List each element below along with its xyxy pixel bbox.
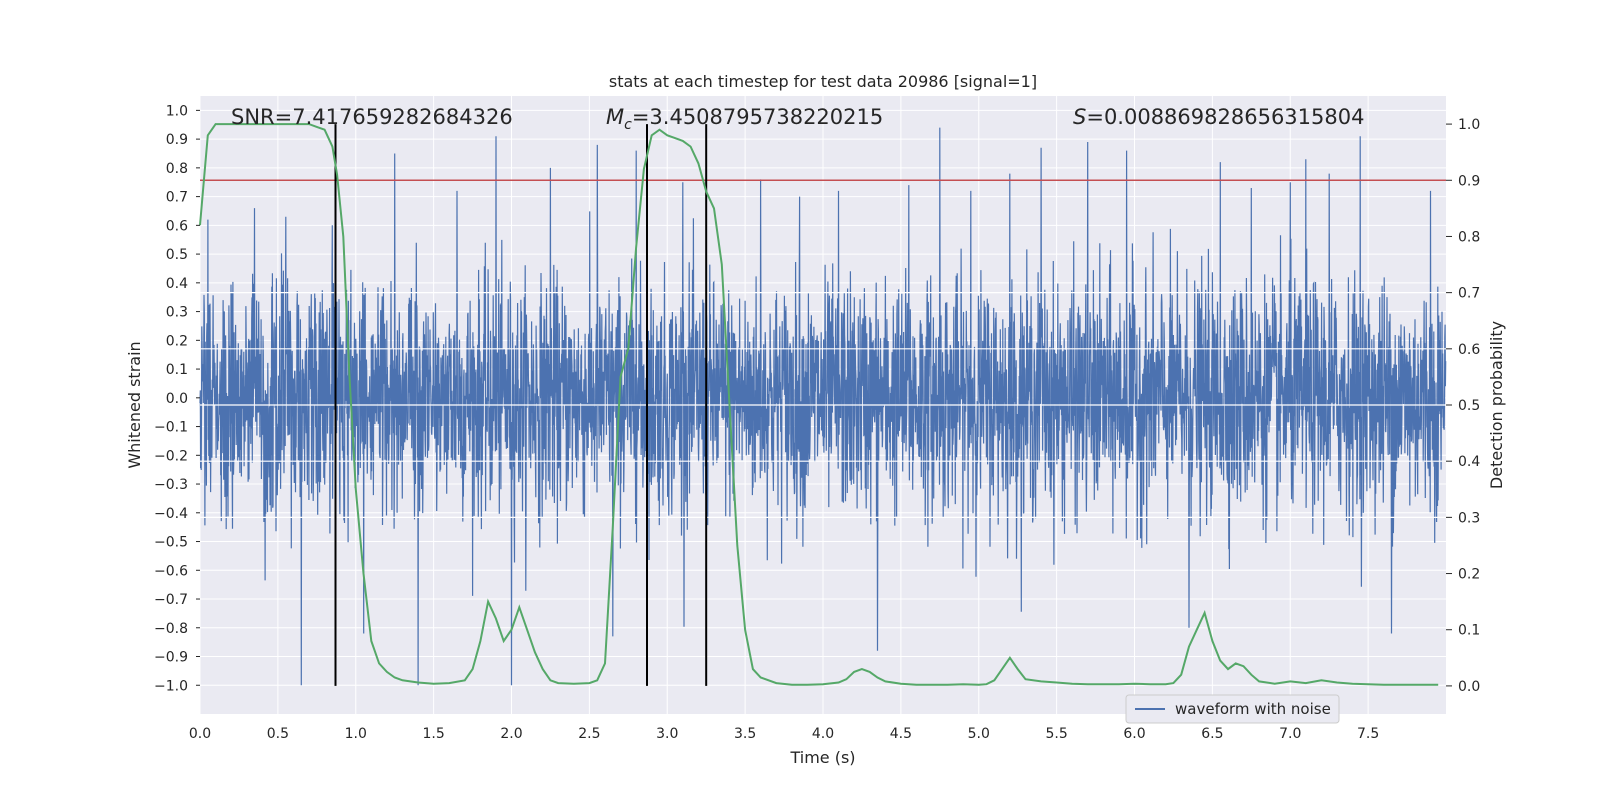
waveform-line	[199, 127, 1447, 686]
chirp-mass-value: =3.4508795738220215	[632, 105, 883, 129]
x-tick-label: 6.5	[1201, 726, 1223, 742]
legend-label: waveform with noise	[1175, 700, 1331, 718]
y-left-tick-label: 0.9	[166, 132, 188, 148]
y-right-tick-label: 0.9	[1458, 173, 1480, 189]
s-annotation: S=0.008869828656315804	[1073, 105, 1364, 129]
y-left-tick-label: 0.2	[166, 333, 188, 349]
y-left-tick-label: −0.4	[154, 506, 188, 522]
y-left-tick-label: −0.7	[154, 592, 188, 608]
y-right-tick-label: 0.4	[1458, 454, 1480, 470]
y-left-tick-label: −0.1	[154, 420, 188, 436]
y-right-tick-label: 0.0	[1458, 679, 1480, 695]
chirp-mass-symbol: M	[606, 105, 624, 129]
y-left-tick-label: −0.9	[154, 650, 188, 666]
y-right-tick-label: 0.8	[1458, 229, 1480, 245]
x-tick-label: 1.5	[422, 726, 444, 742]
y-left-tick-label: −0.2	[154, 448, 188, 464]
y-left-tick-label: 0.1	[166, 362, 188, 378]
x-tick-label: 4.5	[890, 726, 912, 742]
y-left-tick-label: 0.5	[166, 247, 188, 263]
y-right-tick-label: 0.2	[1458, 567, 1480, 583]
y-right-axis-label: Detection probability	[1487, 321, 1506, 489]
y-left-tick-label: 0.7	[166, 190, 188, 206]
x-tick-label: 0.5	[267, 726, 289, 742]
y-left-tick-label: 0.3	[166, 305, 188, 321]
x-tick-label: 7.5	[1357, 726, 1379, 742]
x-tick-label: 5.5	[1045, 726, 1067, 742]
x-tick-label: 0.0	[189, 726, 211, 742]
chart-title: stats at each timestep for test data 209…	[609, 72, 1037, 91]
y-right-tick-label: 0.7	[1458, 286, 1480, 302]
y-left-tick-label: −0.3	[154, 477, 188, 493]
vertical-markers	[334, 124, 708, 686]
x-tick-label: 1.0	[345, 726, 367, 742]
x-tick-label: 5.0	[968, 726, 990, 742]
x-axis-label: Time (s)	[789, 748, 855, 767]
y-left-tick-label: −0.8	[154, 621, 188, 637]
snr-annotation: SNR=7.417659282684326	[231, 105, 513, 129]
y-right-tick-label: 1.0	[1458, 117, 1480, 133]
x-tick-labels: 0.0 0.5 1.0 1.5 2.0 2.5 3.0 3.5 4.0 4.5 5.0 5.5 6.0 6…	[189, 726, 1379, 742]
s-value: =0.008869828656315804	[1086, 105, 1364, 129]
y-right-tick-label: 0.5	[1458, 398, 1480, 414]
legend: waveform with noise	[1125, 694, 1340, 724]
y-left-axis-label: Whitened strain	[125, 341, 144, 468]
x-tick-label: 2.0	[500, 726, 522, 742]
x-tick-label: 2.5	[578, 726, 600, 742]
y-left-tick-label: −0.6	[154, 563, 188, 579]
y-left-tick-label: −1.0	[154, 678, 188, 694]
y-right-tick-label: 0.1	[1458, 623, 1480, 639]
s-symbol: S	[1073, 105, 1086, 129]
probability-series	[199, 123, 1439, 686]
y-left-tick-labels: 1.0 0.9 0.8 0.7 0.6 0.5 0.4 0.3 0.2 0.1 0.0 −0.1 −0.…	[154, 103, 200, 694]
chirp-mass-subscript: c	[624, 117, 632, 133]
x-tick-label: 3.0	[656, 726, 678, 742]
y-left-tick-label: 0.6	[166, 218, 188, 234]
x-tick-label: 4.0	[812, 726, 834, 742]
chirp-mass-annotation: Mc=3.4508795738220215	[606, 105, 883, 133]
waveform-series	[199, 127, 1447, 686]
x-tick-label: 6.0	[1123, 726, 1145, 742]
legend-box	[1125, 694, 1340, 724]
y-right-tick-labels: 1.0 0.9 0.8 0.7 0.6 0.5 0.4 0.3 0.2 0.1 0.0	[1446, 117, 1480, 695]
y-right-tick-label: 0.3	[1458, 510, 1480, 526]
y-left-tick-label: −0.5	[154, 535, 188, 551]
x-tick-label: 7.0	[1279, 726, 1301, 742]
y-left-tick-label: 0.0	[166, 391, 188, 407]
y-left-tick-label: 0.8	[166, 161, 188, 177]
y-left-tick-label: 1.0	[166, 103, 188, 119]
y-left-tick-label: 0.4	[166, 276, 188, 292]
x-tick-label: 3.5	[734, 726, 756, 742]
y-right-tick-label: 0.6	[1458, 342, 1480, 358]
